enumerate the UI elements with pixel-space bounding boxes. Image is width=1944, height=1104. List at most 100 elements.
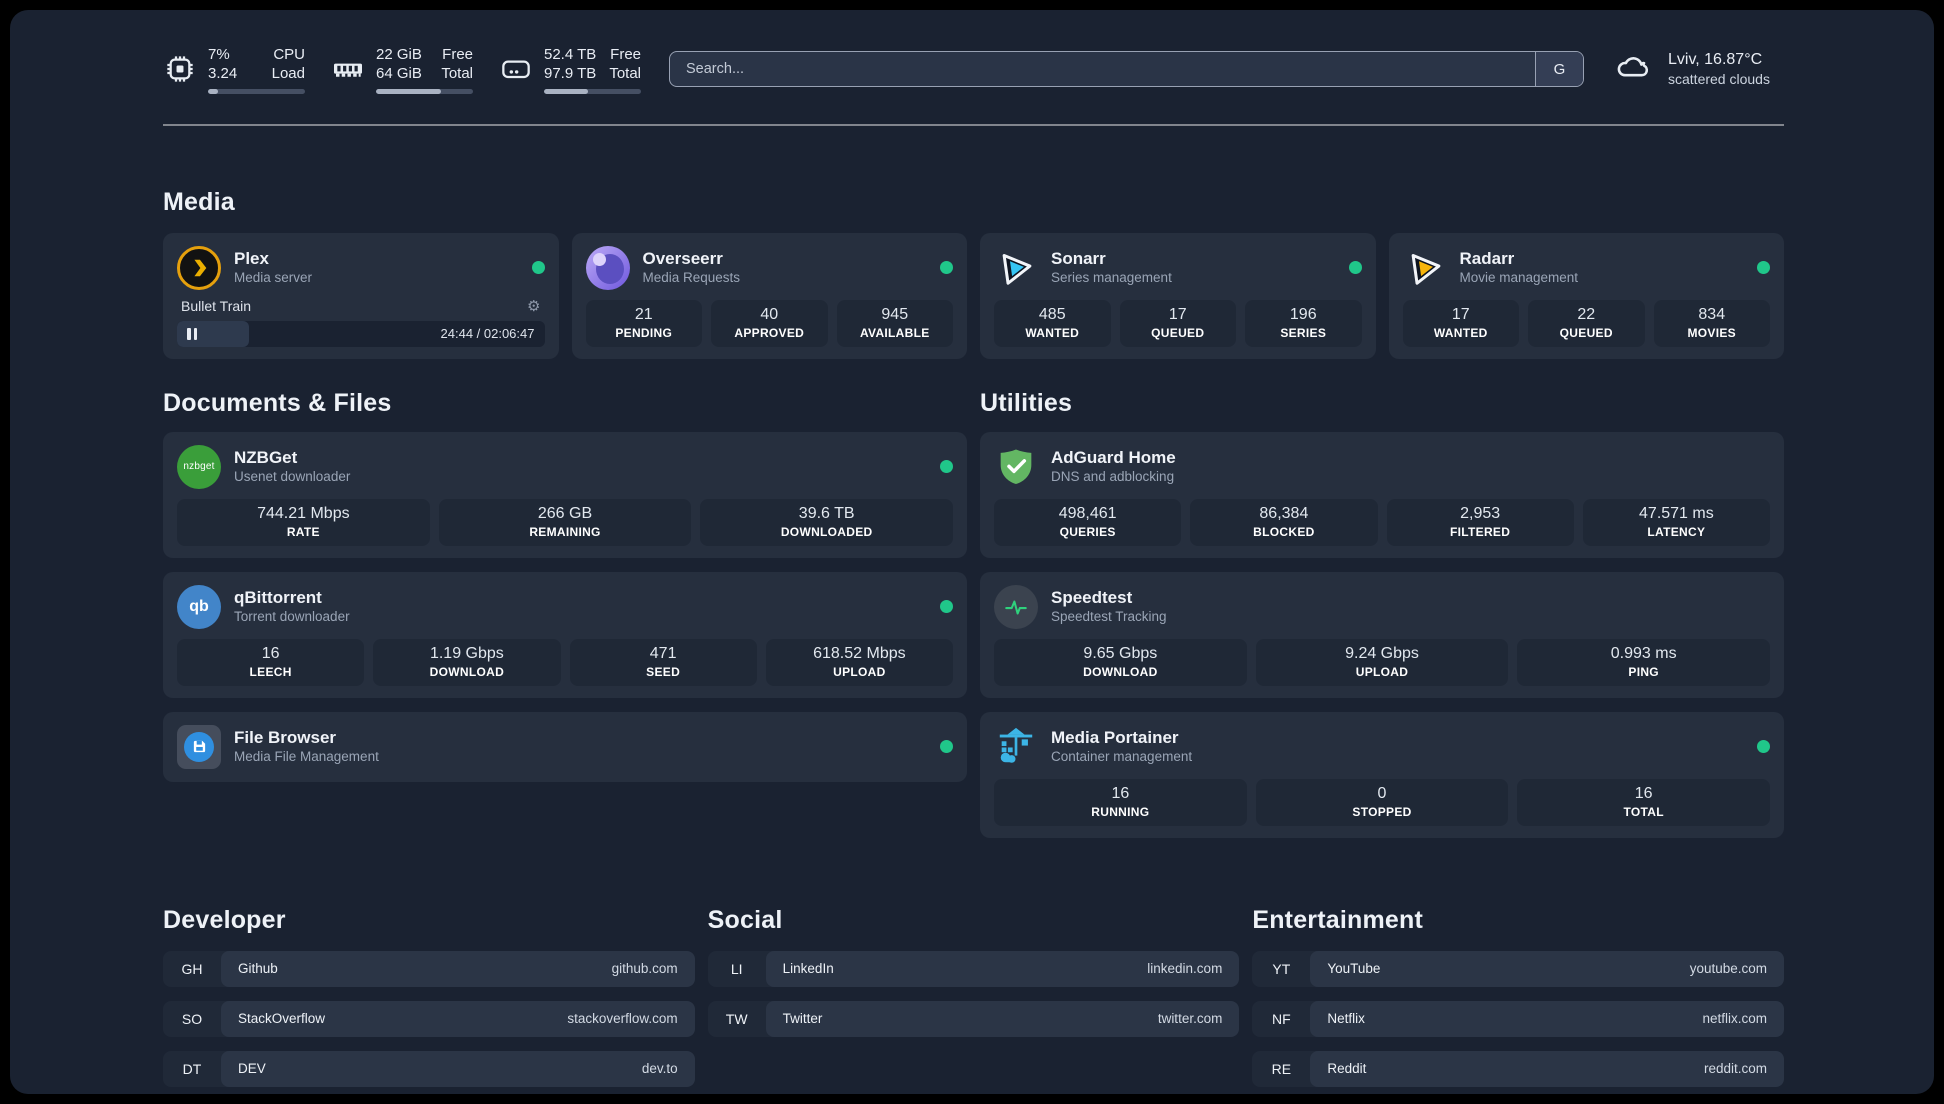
stat-box: 834 MOVIES — [1653, 299, 1770, 347]
section-title-media: Media — [163, 187, 235, 216]
settings-icon[interactable]: ⚙ — [527, 297, 541, 315]
disk-labels: Free Total — [609, 45, 641, 83]
stat-box: 40 APPROVED — [711, 299, 828, 347]
developer-group: Developer GH Github github.com SO StackO… — [163, 906, 695, 1095]
status-dot — [940, 261, 953, 274]
card-overseerr[interactable]: Overseerr Media Requests 21 PENDING 40 A… — [571, 232, 967, 359]
card-radarr[interactable]: Radarr Movie management 17 WANTED 22 QUE… — [1388, 232, 1784, 359]
stat-box: 17 WANTED — [1402, 299, 1519, 347]
filebrowser-icon — [177, 724, 221, 769]
memory-stat: 22 GiB 64 GiB Free Total — [331, 45, 473, 94]
stat-box: 39.6 TB DOWNLOADED — [700, 498, 954, 546]
overseerr-icon — [585, 245, 630, 290]
card-subtitle: Movie management — [1459, 269, 1579, 285]
section-title-developer: Developer — [163, 905, 286, 934]
status-dot — [1757, 261, 1770, 274]
stat-box: 945 AVAILABLE — [836, 299, 953, 347]
card-title: Media Portainer — [1051, 728, 1179, 748]
card-title: Radarr — [1459, 249, 1515, 269]
dashboard: 7% 3.24 CPU Load — [10, 10, 1934, 1094]
link-stackoverflow[interactable]: SO StackOverflow stackoverflow.com — [163, 1000, 695, 1037]
card-title: File Browser — [234, 728, 337, 748]
stat-box: 16 LEECH — [177, 638, 365, 686]
link-dev[interactable]: DT DEV dev.to — [163, 1050, 695, 1087]
portainer-icon — [994, 725, 1038, 769]
sonarr-icon — [994, 246, 1038, 290]
link-github[interactable]: GH Github github.com — [163, 950, 695, 987]
stat-box: 266 GB REMAINING — [438, 498, 692, 546]
section-title-documents: Documents & Files — [163, 388, 392, 417]
card-subtitle: Torrent downloader — [234, 608, 350, 624]
card-title: Sonarr — [1051, 249, 1106, 269]
search-provider-button[interactable]: G — [1535, 52, 1583, 86]
card-title: qBittorrent — [234, 588, 322, 608]
card-title: AdGuard Home — [1051, 448, 1176, 468]
media-grid: Plex Media server Bullet Train ⚙ 24:44 /… — [163, 232, 1784, 359]
stat-box: 16 TOTAL — [1517, 778, 1771, 826]
card-plex[interactable]: Plex Media server Bullet Train ⚙ 24:44 /… — [163, 232, 559, 359]
cpu-values: 7% 3.24 — [208, 45, 238, 83]
adguard-icon — [994, 445, 1038, 489]
card-subtitle: DNS and adblocking — [1051, 468, 1175, 484]
link-linkedin[interactable]: LI LinkedIn linkedin.com — [707, 950, 1240, 987]
link-reddit[interactable]: RE Reddit reddit.com — [1252, 1050, 1784, 1087]
status-dot — [1757, 740, 1770, 753]
card-filebrowser[interactable]: File Browser Media File Management — [163, 711, 967, 782]
utilities-column: Utilities AdGuard Home DNS and adblockin… — [980, 389, 1784, 852]
cpu-stat: 7% 3.24 CPU Load — [163, 45, 305, 94]
stat-box: 196 SERIES — [1245, 299, 1362, 347]
stat-box: 498,461 QUERIES — [994, 498, 1182, 546]
card-adguard[interactable]: AdGuard Home DNS and adblocking 498,461 … — [980, 431, 1784, 558]
search-input[interactable] — [670, 52, 1535, 86]
stat-box: 485 WANTED — [994, 299, 1111, 347]
card-portainer[interactable]: Media Portainer Container management 16 … — [980, 711, 1784, 838]
link-netflix[interactable]: NF Netflix netflix.com — [1252, 1000, 1784, 1037]
disk-values: 52.4 TB 97.9 TB — [544, 45, 597, 83]
card-title: Speedtest — [1051, 588, 1133, 608]
playback-time: 24:44 / 02:06:47 — [440, 325, 535, 341]
link-twitter[interactable]: TW Twitter twitter.com — [707, 1000, 1240, 1037]
entertainment-group: Entertainment YT YouTube youtube.com NF … — [1252, 906, 1784, 1095]
card-speedtest[interactable]: Speedtest Speedtest Tracking 9.65 Gbps D… — [980, 571, 1784, 698]
disk-stat: 52.4 TB 97.9 TB Free Total — [499, 45, 641, 94]
card-subtitle: Speedtest Tracking — [1051, 608, 1167, 624]
card-subtitle: Series management — [1051, 269, 1172, 285]
pause-icon[interactable] — [187, 327, 197, 340]
header-divider — [163, 124, 1784, 126]
stat-box: 0 STOPPED — [1255, 778, 1509, 826]
stat-box: 618.52 Mbps UPLOAD — [765, 638, 953, 686]
stat-box: 86,384 BLOCKED — [1190, 498, 1378, 546]
status-dot — [940, 600, 953, 613]
memory-labels: Free Total — [441, 45, 473, 83]
radarr-icon — [1403, 246, 1447, 290]
cpu-icon — [163, 53, 197, 85]
weather-condition: scattered clouds — [1668, 71, 1770, 88]
memory-icon — [331, 53, 365, 85]
stat-box: 17 QUEUED — [1119, 299, 1236, 347]
top-bar: 7% 3.24 CPU Load — [163, 38, 1784, 100]
card-nzbget[interactable]: nzbget NZBGet Usenet downloader 744.21 M… — [163, 431, 967, 558]
stat-box: 9.24 Gbps UPLOAD — [1255, 638, 1509, 686]
plex-icon — [177, 245, 221, 290]
stat-box: 1.19 Gbps DOWNLOAD — [373, 638, 561, 686]
status-dot — [1348, 261, 1362, 274]
now-playing-title: Bullet Train — [181, 297, 252, 314]
stat-box: 47.571 ms LATENCY — [1582, 498, 1770, 546]
stat-box: 471 SEED — [569, 638, 757, 686]
playback-progress-bar: 24:44 / 02:06:47 — [177, 320, 545, 347]
search-bar[interactable]: G — [669, 51, 1584, 87]
card-qbittorrent[interactable]: qb qBittorrent Torrent downloader 16 LEE… — [163, 571, 967, 698]
card-title: Plex — [234, 249, 269, 269]
nzbget-icon: nzbget — [177, 444, 221, 489]
system-stats: 7% 3.24 CPU Load — [163, 45, 641, 94]
stat-box: 21 PENDING — [585, 299, 702, 347]
stat-box: 22 QUEUED — [1528, 299, 1645, 347]
card-subtitle: Media File Management — [234, 748, 379, 764]
link-youtube[interactable]: YT YouTube youtube.com — [1252, 950, 1784, 987]
social-group: Social LI LinkedIn linkedin.com TW Twitt… — [707, 906, 1240, 1095]
card-sonarr[interactable]: Sonarr Series management 485 WANTED 17 Q… — [980, 232, 1376, 359]
section-title-utilities: Utilities — [980, 388, 1073, 417]
stat-box: 9.65 Gbps DOWNLOAD — [994, 638, 1247, 686]
stat-box: 0.993 ms PING — [1517, 638, 1771, 686]
card-subtitle: Media Requests — [642, 269, 741, 285]
